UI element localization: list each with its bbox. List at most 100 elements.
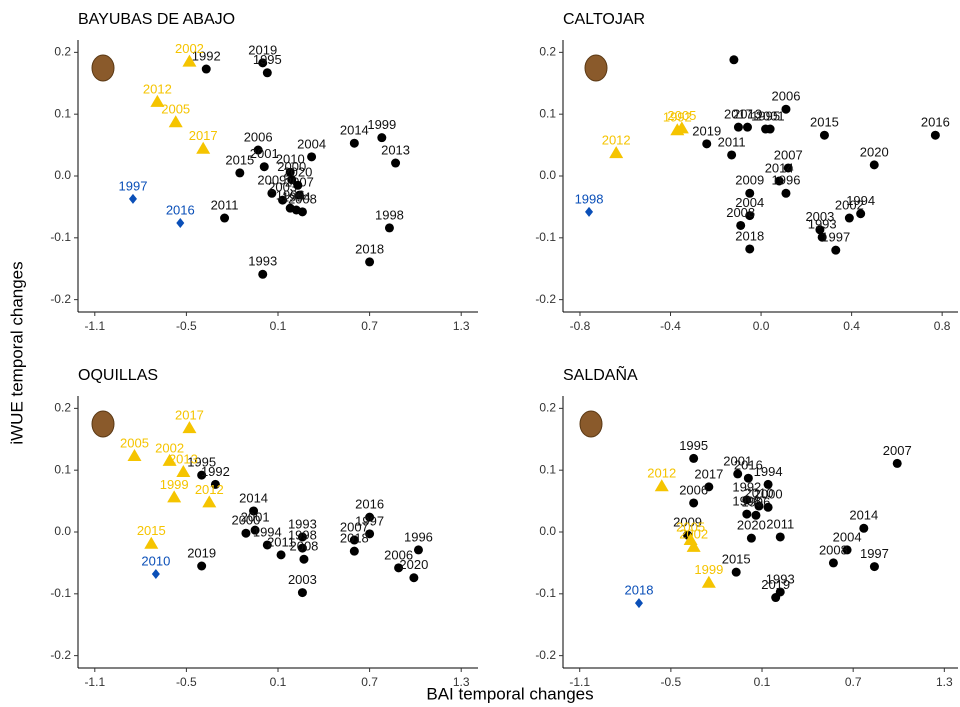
point [263, 68, 272, 77]
point [377, 133, 386, 142]
y-tick-label: -0.1 [535, 586, 556, 600]
x-tick-label: 0.7 [361, 319, 378, 333]
point-label: 2018 [735, 228, 764, 243]
point-label: 2009 [735, 173, 764, 188]
point-label: 2014 [849, 508, 878, 523]
point-label: 2020 [399, 557, 428, 572]
y-tick-label: 0.2 [539, 45, 556, 59]
x-tick-label: 0.8 [934, 319, 951, 333]
x-tick-label: -0.8 [570, 319, 591, 333]
x-tick-label: 0.7 [361, 675, 378, 689]
y-tick-label: -0.2 [50, 292, 71, 306]
point-label: 2015 [137, 523, 166, 538]
point-label: 2012 [602, 133, 631, 148]
x-tick-label: 0.0 [753, 319, 770, 333]
point-label: 1996 [772, 173, 801, 188]
point-label: 2012 [195, 482, 224, 497]
point-label: 1994 [754, 464, 783, 479]
point [931, 131, 940, 140]
point [689, 498, 698, 507]
point-label: 2011 [766, 516, 794, 531]
point [292, 206, 301, 215]
point [235, 168, 244, 177]
y-tick-label: 0.2 [54, 45, 71, 59]
point-label: 2003 [288, 572, 317, 587]
point-label: 1997 [860, 546, 889, 561]
point-label: 2006 [244, 129, 273, 144]
point [220, 214, 229, 223]
point-label: 2015 [225, 152, 254, 167]
point-label: 2008 [819, 542, 848, 557]
panel-title: BAYUBAS DE ABAJO [78, 11, 235, 28]
point-label: 2020 [283, 165, 312, 180]
x-tick-label: 1.3 [936, 675, 953, 689]
point [258, 270, 267, 279]
point-label: 2018 [355, 241, 384, 256]
point [870, 160, 879, 169]
point-label: 2006 [772, 89, 801, 104]
point-label: 2013 [169, 451, 198, 466]
point-label: 1997 [119, 178, 148, 193]
point [277, 550, 286, 559]
point-label: 2000 [754, 487, 783, 502]
x-tick-label: -1.1 [84, 319, 105, 333]
point-label: 2005 [161, 102, 190, 117]
point [781, 189, 790, 198]
point-label: 2001 [756, 108, 785, 123]
point-label: 1995 [253, 52, 282, 67]
point [409, 573, 418, 582]
point-label: 2002 [679, 526, 708, 541]
panel-title: OQUILLAS [78, 367, 158, 384]
x-tick-label: 0.1 [754, 675, 771, 689]
panel-title: CALTOJAR [563, 11, 645, 28]
point-label: 2015 [810, 115, 839, 130]
point [870, 562, 879, 571]
point [734, 123, 743, 132]
point-label: 2008 [289, 539, 318, 554]
point-label: 2016 [921, 115, 950, 130]
pine-cone [580, 411, 602, 437]
point [414, 545, 423, 554]
x-tick-label: 0.1 [270, 675, 287, 689]
point-label: 2004 [297, 136, 326, 151]
point-label: 1992 [201, 464, 230, 479]
point [829, 558, 838, 567]
point-label: 2010 [141, 553, 170, 568]
point-label: 2011 [718, 134, 746, 149]
y-tick-label: 0.1 [539, 462, 556, 476]
point-label: 2016 [166, 202, 195, 217]
point-label: 1996 [404, 529, 433, 544]
x-tick-label: 0.1 [270, 319, 287, 333]
point-label: 2011 [211, 197, 239, 212]
point [747, 534, 756, 543]
x-tick-label: -0.4 [660, 319, 681, 333]
x-tick-label: -0.5 [176, 319, 197, 333]
point-label: 2017 [175, 408, 204, 423]
point-label: 1993 [248, 254, 277, 269]
point [241, 529, 250, 538]
pine-cone [585, 55, 607, 81]
panel-title: SALDAÑA [563, 364, 638, 384]
point-label: 2012 [647, 466, 676, 481]
point-label: 2018 [625, 583, 654, 598]
point-label: 1998 [575, 191, 604, 206]
y-tick-label: 0.1 [54, 106, 71, 120]
x-tick-label: -0.5 [661, 675, 682, 689]
point [776, 532, 785, 541]
point [702, 139, 711, 148]
point-label: 1999 [367, 117, 396, 132]
point [202, 65, 211, 74]
point-label: 2006 [679, 482, 708, 497]
y-tick-label: -0.2 [535, 292, 556, 306]
point [743, 123, 752, 132]
point [365, 257, 374, 266]
point-label: 2012 [143, 81, 172, 96]
point-label: 1997 [821, 230, 850, 245]
point-label: 2002 [835, 197, 864, 212]
point [893, 459, 902, 468]
y-tick-label: 0.2 [539, 401, 556, 415]
point [307, 152, 316, 161]
point [831, 246, 840, 255]
y-axis-title: iWUE temporal changes [7, 261, 26, 444]
point-label: 2017 [694, 466, 723, 481]
